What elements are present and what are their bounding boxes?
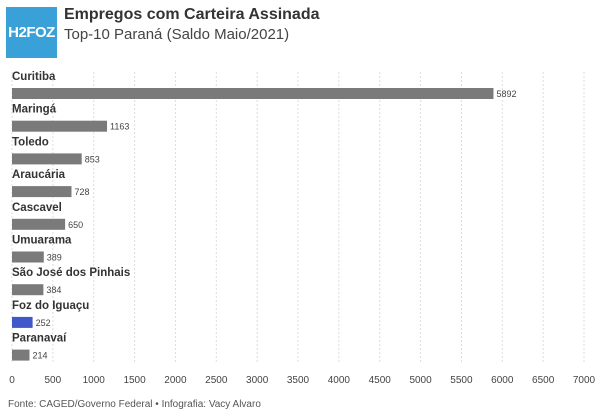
bar [12,120,108,132]
x-tick-label: 2000 [164,375,187,386]
category-label: Cascavel [12,202,62,214]
chart-subtitle: Top-10 Paraná (Saldo Maio/2021) [64,26,290,43]
x-tick-label: 4000 [328,375,351,386]
bar [12,88,494,99]
chart-title: Empregos com Carteira Assinada [64,6,320,23]
value-label: 214 [32,351,47,361]
category-label: Foz do Iguaçu [12,300,89,312]
h2foz-logo: H2FOZ [6,7,57,58]
x-tick-label: 5500 [450,375,473,386]
value-label: 1163 [110,122,129,132]
x-tick-label: 1500 [123,375,146,386]
x-tick-label: 6000 [491,375,514,386]
bar [12,251,44,263]
value-label: 853 [85,154,100,164]
category-label: Araucária [12,169,66,181]
x-tick-label: 3500 [287,375,310,386]
x-tick-label: 5000 [409,375,432,386]
bar [12,153,82,165]
x-tick-label: 1000 [83,375,106,386]
bar [12,284,44,296]
x-tick-label: 4500 [369,375,392,386]
category-label: São José dos Pinhais [12,267,130,279]
category-label: Curitiba [12,71,56,83]
bar [12,218,66,230]
value-label: 728 [74,187,89,197]
x-tick-label: 0 [9,375,15,386]
source-footer: Fonte: CAGED/Governo Federal • Infografi… [8,399,261,410]
value-label: 384 [46,285,61,295]
x-tick-label: 6500 [532,375,555,386]
value-label: 650 [68,220,83,230]
x-tick-label: 7000 [573,375,596,386]
bar-highlighted [12,316,33,328]
x-tick-label: 500 [45,375,62,386]
bar [12,186,72,198]
x-tick-label: 2500 [205,375,228,386]
value-label: 5892 [496,89,516,99]
bar [12,349,30,361]
category-label: Umuarama [12,235,72,247]
value-label: 252 [36,318,51,328]
category-label: Toledo [12,136,49,148]
category-label: Paranavaí [12,333,67,345]
x-tick-label: 3000 [246,375,269,386]
value-label: 389 [47,253,62,263]
category-label: Maringá [12,104,57,116]
